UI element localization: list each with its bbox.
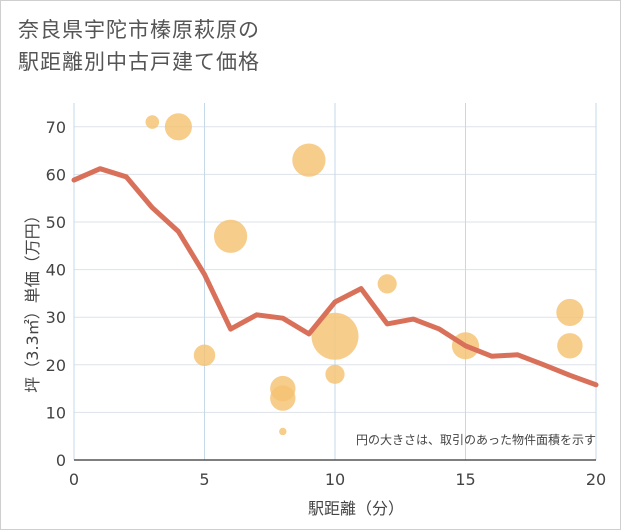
x-tick-label: 15 [455, 470, 475, 489]
x-tick-label: 20 [586, 470, 606, 489]
trend-line [71, 166, 599, 388]
y-tick-label: 60 [46, 165, 66, 184]
bubble-point [213, 219, 248, 253]
bubble-layer [145, 113, 584, 436]
y-tick-label: 30 [46, 308, 66, 327]
size-annotation: 円の大きさは、取引のあった物件面積を示す [356, 432, 596, 447]
bubble-point [279, 427, 287, 436]
chart-title-line-1: 奈良県宇陀市榛原萩原の [18, 18, 260, 42]
y-axis-label: 坪（3.3㎡）単価（万円） [23, 207, 42, 392]
grid [73, 103, 597, 461]
bubble-point [557, 333, 583, 359]
bubble-point [377, 274, 397, 294]
chart-title: 奈良県宇陀市榛原萩原の 駅距離別中古戸建て価格 [18, 14, 260, 78]
bubble-point [270, 385, 296, 411]
bubble-point [145, 115, 160, 129]
bubble-point [193, 344, 216, 367]
chart-title-line-2: 駅距離別中古戸建て価格 [18, 50, 260, 74]
bubble-point [325, 364, 345, 384]
y-tick-label: 40 [46, 261, 66, 280]
x-tick-label: 0 [69, 470, 79, 489]
y-tick-label: 70 [46, 118, 66, 137]
tick-labels: 0 10 20 30 40 50 60 70 0 5 10 15 20 [46, 118, 607, 489]
bubble-point [292, 143, 326, 177]
x-axis-label: 駅距離（分） [308, 499, 404, 518]
y-tick-label: 10 [46, 403, 66, 422]
y-tick-label: 50 [46, 213, 66, 232]
bubble-point [556, 298, 584, 327]
x-tick-label: 5 [199, 470, 209, 489]
y-tick-label: 0 [56, 451, 66, 470]
x-tick-label: 10 [325, 470, 345, 489]
y-tick-label: 20 [46, 356, 66, 375]
bubble-point [311, 312, 359, 360]
bubble-point [164, 113, 192, 141]
